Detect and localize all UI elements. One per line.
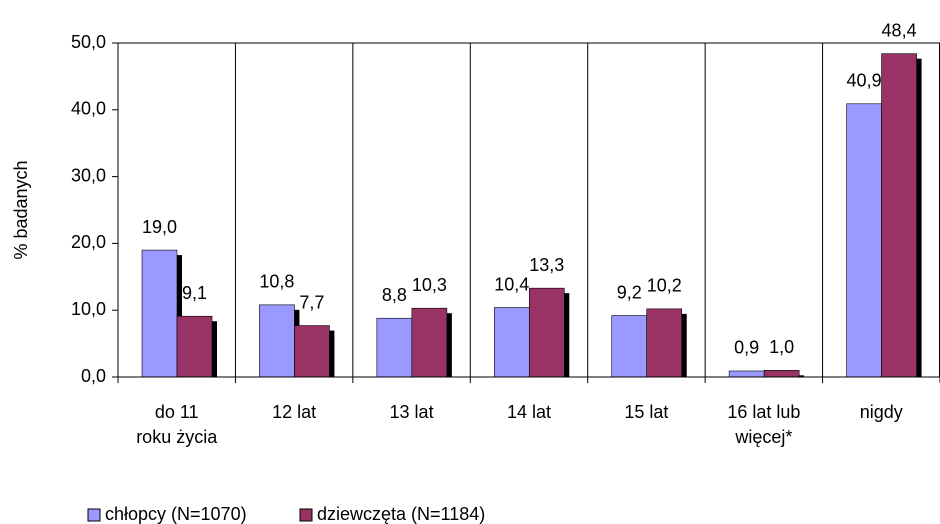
value-label: 0,9 xyxy=(734,338,759,358)
value-label: 1,0 xyxy=(769,337,794,357)
bar xyxy=(646,308,683,378)
bar xyxy=(728,370,765,378)
value-label: 10,4 xyxy=(494,274,529,294)
bar xyxy=(528,287,565,378)
x-tick-label: 13 lat xyxy=(389,402,434,422)
value-label: 9,2 xyxy=(617,282,642,302)
bar xyxy=(493,307,530,378)
value-label: 19,0 xyxy=(142,217,177,237)
bar xyxy=(411,307,448,378)
legend-swatch xyxy=(87,508,101,522)
bar xyxy=(763,370,800,378)
bar xyxy=(141,249,178,378)
y-tick-label: 0,0 xyxy=(81,366,106,386)
bar xyxy=(259,304,295,378)
x-tick-label: 14 lat xyxy=(506,402,552,422)
value-label: 8,8 xyxy=(382,285,407,305)
y-tick-label: 20,0 xyxy=(71,232,106,252)
bar xyxy=(176,315,213,378)
value-label: 10,3 xyxy=(412,275,447,295)
bar xyxy=(846,103,882,378)
value-label: 10,2 xyxy=(647,276,682,296)
y-tick-label: 40,0 xyxy=(71,99,106,119)
value-label: 7,7 xyxy=(299,292,324,312)
value-label: 10,8 xyxy=(259,272,294,292)
y-tick-label: 10,0 xyxy=(71,299,106,319)
x-tick-label: 12 lat xyxy=(272,402,317,422)
value-label: 9,1 xyxy=(182,283,207,303)
legend-swatch xyxy=(299,508,313,522)
legend-label: dziewczęta (N=1184) xyxy=(317,504,485,524)
y-tick-label: 30,0 xyxy=(71,165,106,185)
value-label: 40,9 xyxy=(847,71,882,91)
value-label: 13,3 xyxy=(529,255,564,275)
y-tick-label: 50,0 xyxy=(71,32,106,52)
legend-label: chłopcy (N=1070) xyxy=(105,504,247,524)
x-tick-label: 16 lat lub więcej* xyxy=(727,402,801,447)
x-tick-label: 15 lat xyxy=(624,402,669,422)
bar xyxy=(376,317,413,378)
x-tick-label: nigdy xyxy=(859,402,903,422)
bar xyxy=(294,325,330,378)
x-tick-label: do 11 roku życia xyxy=(136,402,218,447)
bar xyxy=(881,53,917,378)
value-label: 48,4 xyxy=(882,20,917,40)
bar xyxy=(611,315,648,378)
y-axis-label: % badanych xyxy=(11,160,31,259)
